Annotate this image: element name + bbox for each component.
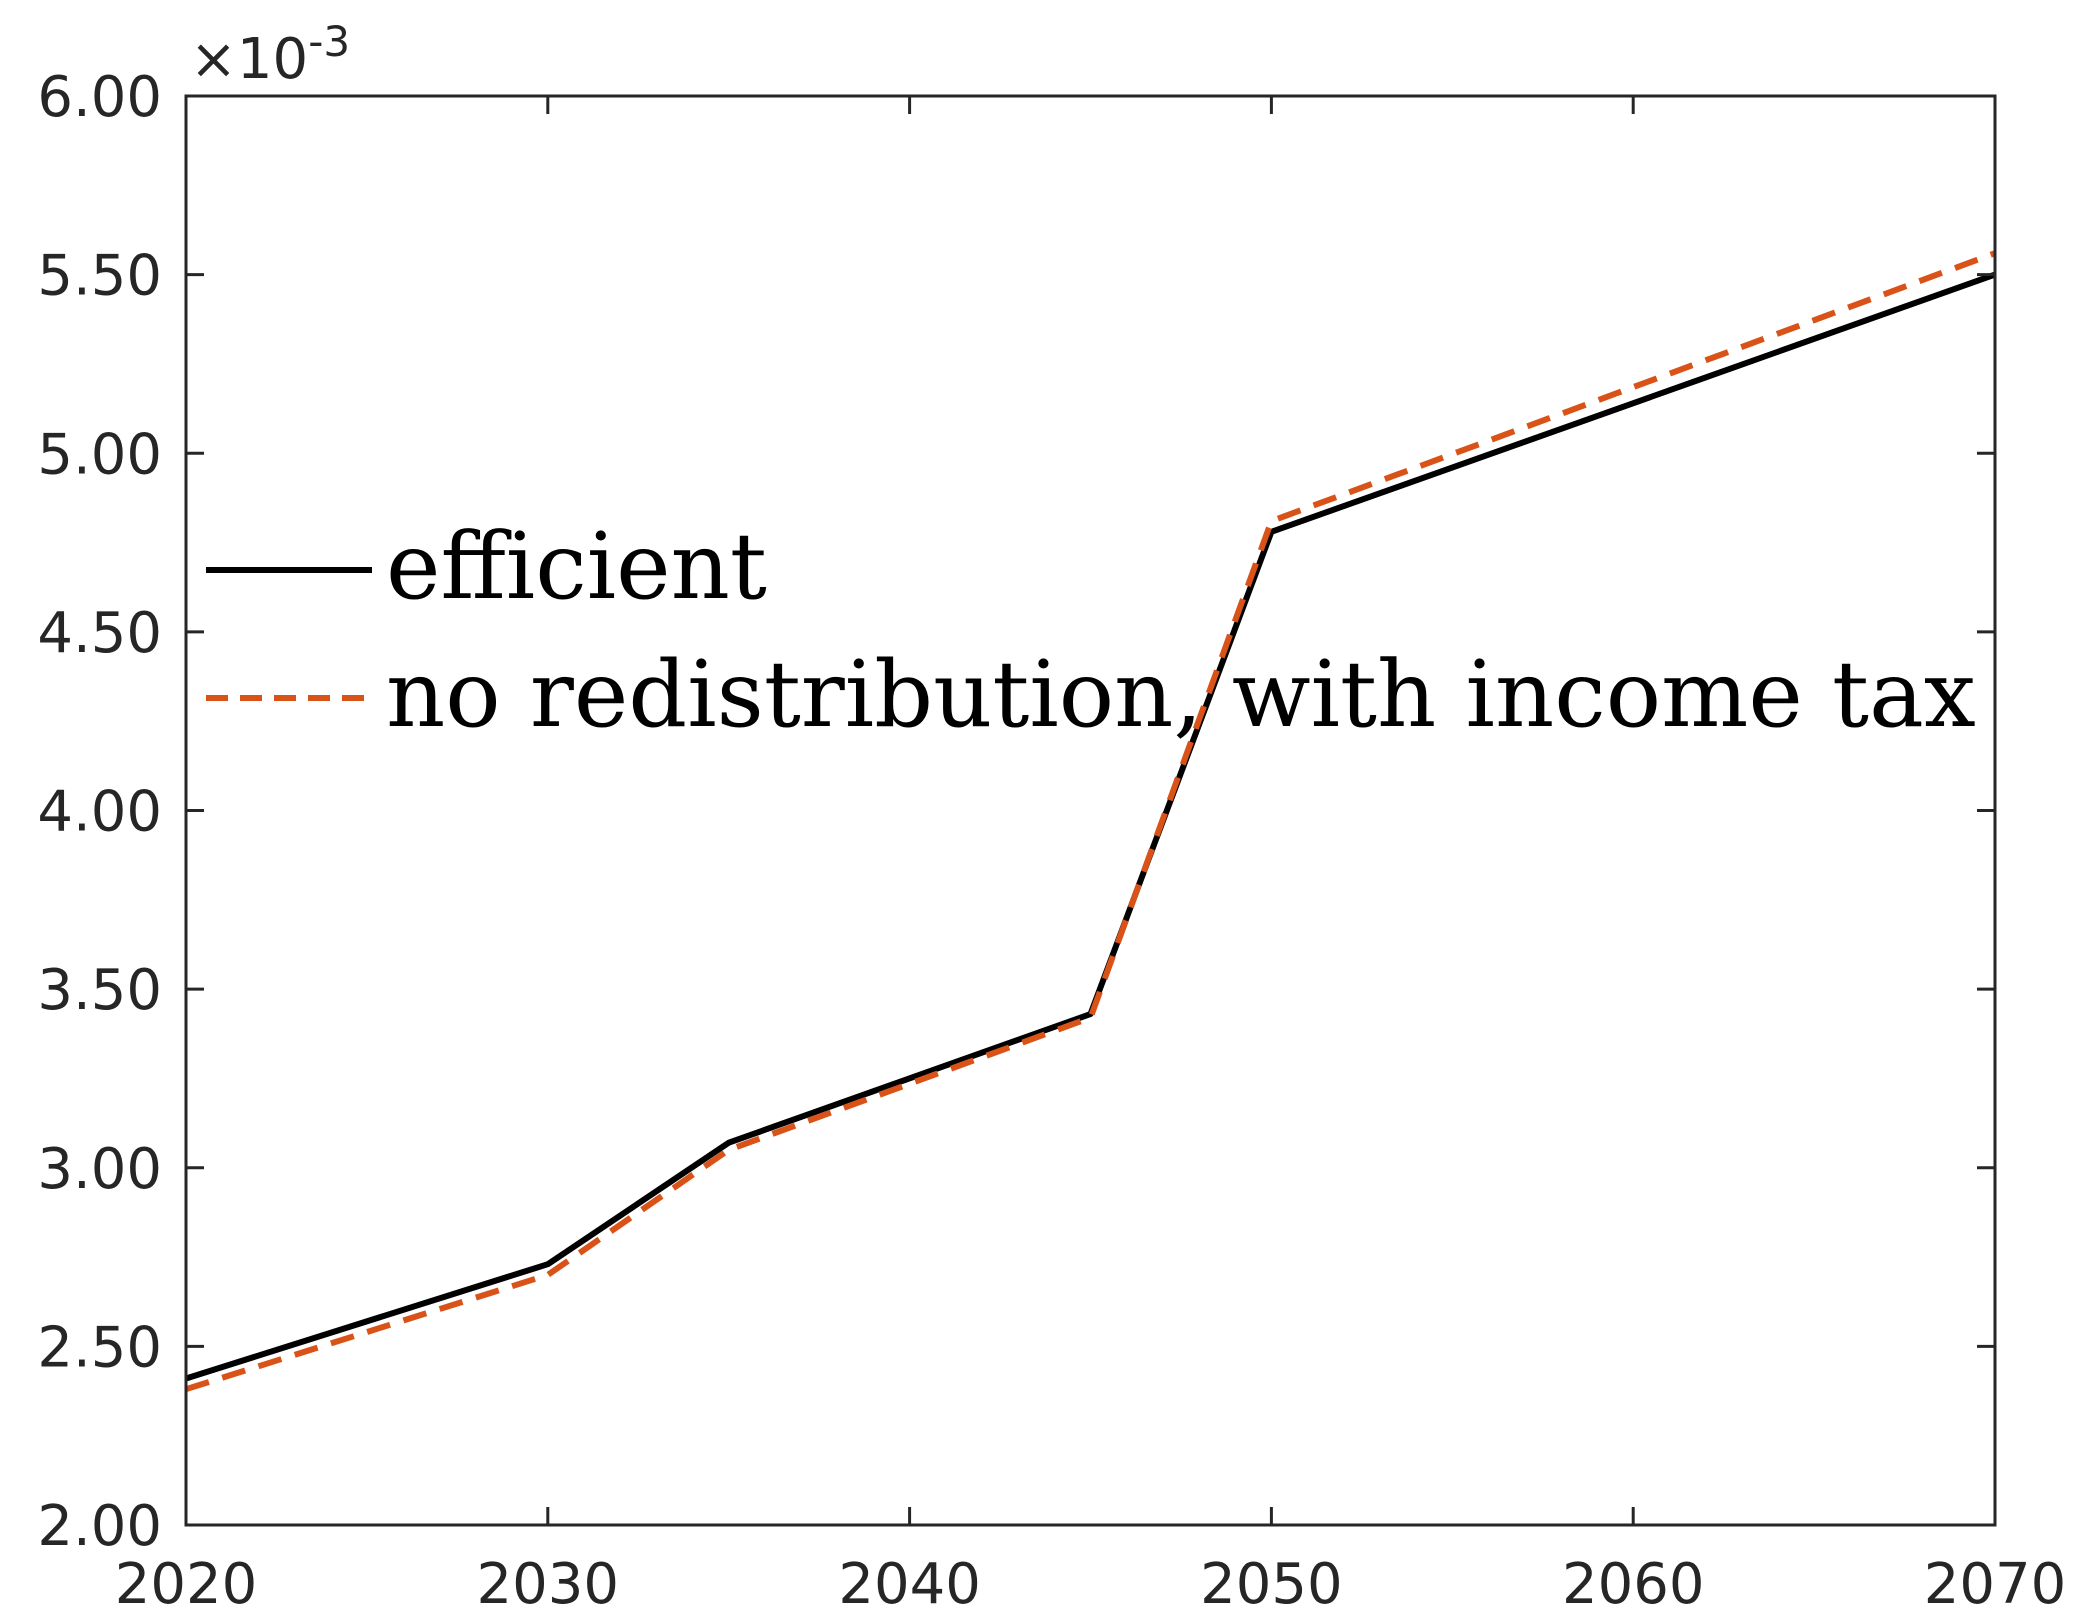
svg-text:×10-3: ×10-3: [190, 17, 350, 92]
y-tick-label: 2.50: [37, 1315, 162, 1380]
y-tick-label: 3.50: [37, 958, 162, 1023]
legend-label-1: efficient: [386, 513, 767, 620]
y-multiplier-label: ×10-3: [190, 17, 350, 92]
y-tick-label: 4.00: [37, 780, 162, 845]
y-tick-label: 4.50: [37, 601, 162, 666]
series-line-2: [185, 250, 1997, 1393]
series-layer: [185, 250, 1997, 1393]
legend: efficient no redistribution, with income …: [206, 513, 1976, 748]
y-tick-label: 5.50: [37, 244, 162, 309]
x-tick-label: 2020: [115, 1552, 258, 1617]
y-multiplier-exp: -3: [308, 17, 350, 66]
y-tick-label: 2.00: [37, 1494, 162, 1559]
y-tick-label: 5.00: [37, 422, 162, 487]
x-tick-label: 2030: [477, 1552, 620, 1617]
y-multiplier-base: ×10: [190, 27, 308, 92]
y-tick-label: 6.00: [37, 65, 162, 130]
y-tick-label: 3.00: [37, 1137, 162, 1202]
x-tick-label: 2050: [1200, 1552, 1343, 1617]
x-tick-label: 2060: [1562, 1552, 1705, 1617]
ticks-layer: 2020 2030 2040 2050 2060 2070 2.00 2.50 3.00 3.50…: [37, 65, 2066, 1617]
x-tick-label: 2040: [838, 1552, 981, 1617]
x-tick-label: 2070: [1924, 1552, 2067, 1617]
series-line-1: [185, 271, 1997, 1382]
legend-label-2: no redistribution, with income tax: [386, 641, 1976, 748]
